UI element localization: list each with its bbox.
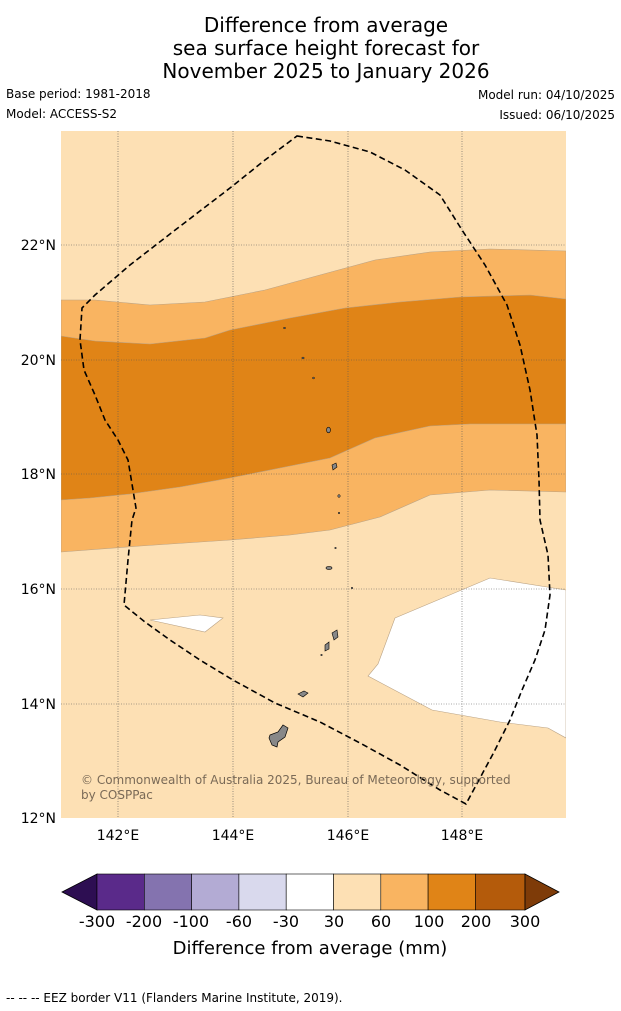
colorbar-extend-low xyxy=(61,873,98,911)
eez-border xyxy=(79,135,551,806)
colorbar-segment xyxy=(191,873,240,911)
model-name: Model: ACCESS-S2 xyxy=(6,107,118,121)
colorbar-title: Difference from average (mm) xyxy=(173,938,448,959)
colorbar-label: -100 xyxy=(173,912,209,931)
colorbar-segment xyxy=(427,873,476,911)
lat-label-22n: 22°N xyxy=(21,238,56,254)
band-neutral-east xyxy=(367,577,566,739)
colorbar-segment xyxy=(333,873,382,911)
colorbar-label: -200 xyxy=(126,912,162,931)
eez-legend-note: -- -- -- EEZ border V11 (Flanders Marine… xyxy=(6,991,343,1005)
colorbar-label: 60 xyxy=(371,912,391,931)
longitude-labels: 142°E 144°E 146°E 148°E xyxy=(97,828,484,844)
title-line-2: sea surface height forecast for xyxy=(172,36,480,60)
map-area: © Commonwealth of Australia 2025, Bureau… xyxy=(61,131,566,818)
lat-label-20n: 20°N xyxy=(21,353,56,369)
lat-label-14n: 14°N xyxy=(21,697,56,713)
model-run-date: Model run: 04/10/2025 xyxy=(477,88,615,102)
forecast-map: © Commonwealth of Australia 2025, Bureau… xyxy=(21,131,566,959)
colorbar-segment xyxy=(238,873,287,911)
title-line-3: November 2025 to January 2026 xyxy=(162,59,490,83)
colorbar-label: -60 xyxy=(226,912,252,931)
colorbar-label: -30 xyxy=(273,912,299,931)
colorbar-segment xyxy=(380,873,429,911)
colorbar-segment xyxy=(285,873,334,911)
chart-title: Difference from average sea surface heig… xyxy=(0,14,621,83)
colorbar-label: 300 xyxy=(510,912,541,931)
colorbar-label: 200 xyxy=(461,912,492,931)
copyright-line-1: © Commonwealth of Australia 2025, Bureau… xyxy=(81,773,511,787)
lon-label-146e: 146°E xyxy=(327,828,370,844)
band-neutral-west xyxy=(149,614,224,633)
colorbar: -300 -200 -100 -60 -30 30 60 100 200 300… xyxy=(61,873,560,959)
lon-label-148e: 148°E xyxy=(441,828,484,844)
colorbar-segment xyxy=(144,873,192,911)
colorbar-extend-high xyxy=(524,873,560,911)
colorbar-label: 30 xyxy=(324,912,344,931)
mariana-islands xyxy=(268,326,354,748)
base-period: Base period: 1981-2018 xyxy=(6,87,151,101)
lon-label-142e: 142°E xyxy=(97,828,140,844)
gridlines xyxy=(61,131,566,818)
colorbar-label: 100 xyxy=(414,912,445,931)
copyright-line-2: by COSPPac xyxy=(81,788,153,802)
colorbar-segment xyxy=(475,873,526,911)
title-line-1: Difference from average xyxy=(203,13,449,37)
band-100-200-mm xyxy=(61,294,566,501)
lat-label-12n: 12°N xyxy=(21,811,56,827)
latitude-labels: 22°N 20°N 18°N 16°N 14°N 12°N xyxy=(21,238,56,827)
lat-label-18n: 18°N xyxy=(21,467,56,483)
issued-date: Issued: 06/10/2025 xyxy=(499,108,615,122)
colorbar-segment xyxy=(96,873,145,911)
colorbar-label: -300 xyxy=(79,912,115,931)
lat-label-16n: 16°N xyxy=(21,582,56,598)
guam-island xyxy=(268,724,289,748)
lon-label-144e: 144°E xyxy=(212,828,255,844)
